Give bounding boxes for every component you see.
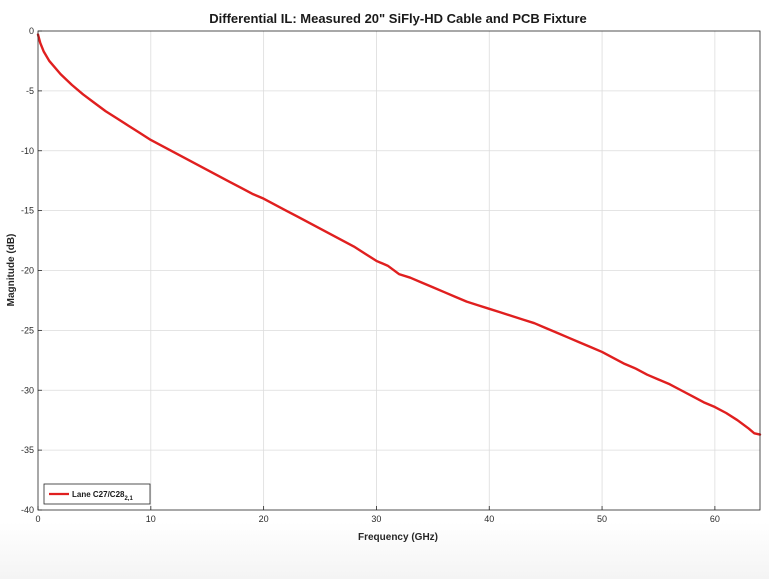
y-tick-label: -40 (21, 505, 34, 515)
series-line (36, 33, 762, 436)
y-tick-label: -15 (21, 206, 34, 216)
x-tick-label: 40 (484, 514, 494, 524)
x-tick-label: 10 (146, 514, 156, 524)
y-tick-label: -20 (21, 266, 34, 276)
tick-labels: 0 10 20 30 40 50 60 0 -5 -10 -15 -20 -25 -30 -35 -40 (21, 26, 720, 524)
legend-label: Lane C27/C282,1 (72, 490, 133, 502)
chart-title: Differential IL: Measured 20" SiFly-HD C… (209, 11, 586, 26)
background-fade (0, 522, 769, 579)
y-tick-label: -30 (21, 385, 34, 395)
legend-label-subscript: 2,1 (124, 496, 133, 502)
y-tick-label: -10 (21, 146, 34, 156)
x-tick-label: 50 (597, 514, 607, 524)
x-tick-label: 60 (710, 514, 720, 524)
y-tick-label: 0 (29, 26, 34, 36)
y-tick-label: -5 (26, 86, 34, 96)
x-tick-label: 0 (35, 514, 40, 524)
grid (38, 31, 760, 510)
legend-box (43, 483, 151, 505)
y-tick-label: -35 (21, 445, 34, 455)
x-axis-label: Frequency (GHz) (358, 532, 438, 543)
legend-label-main: Lane C27/C28 (72, 490, 125, 499)
legend: Lane C27/C282,1 (43, 483, 151, 505)
series-layer (36, 33, 762, 436)
y-tick-label: -25 (21, 325, 34, 335)
x-tick-label: 30 (371, 514, 381, 524)
y-axis-label: Magnitude (dB) (6, 234, 17, 307)
x-tick-label: 20 (259, 514, 269, 524)
